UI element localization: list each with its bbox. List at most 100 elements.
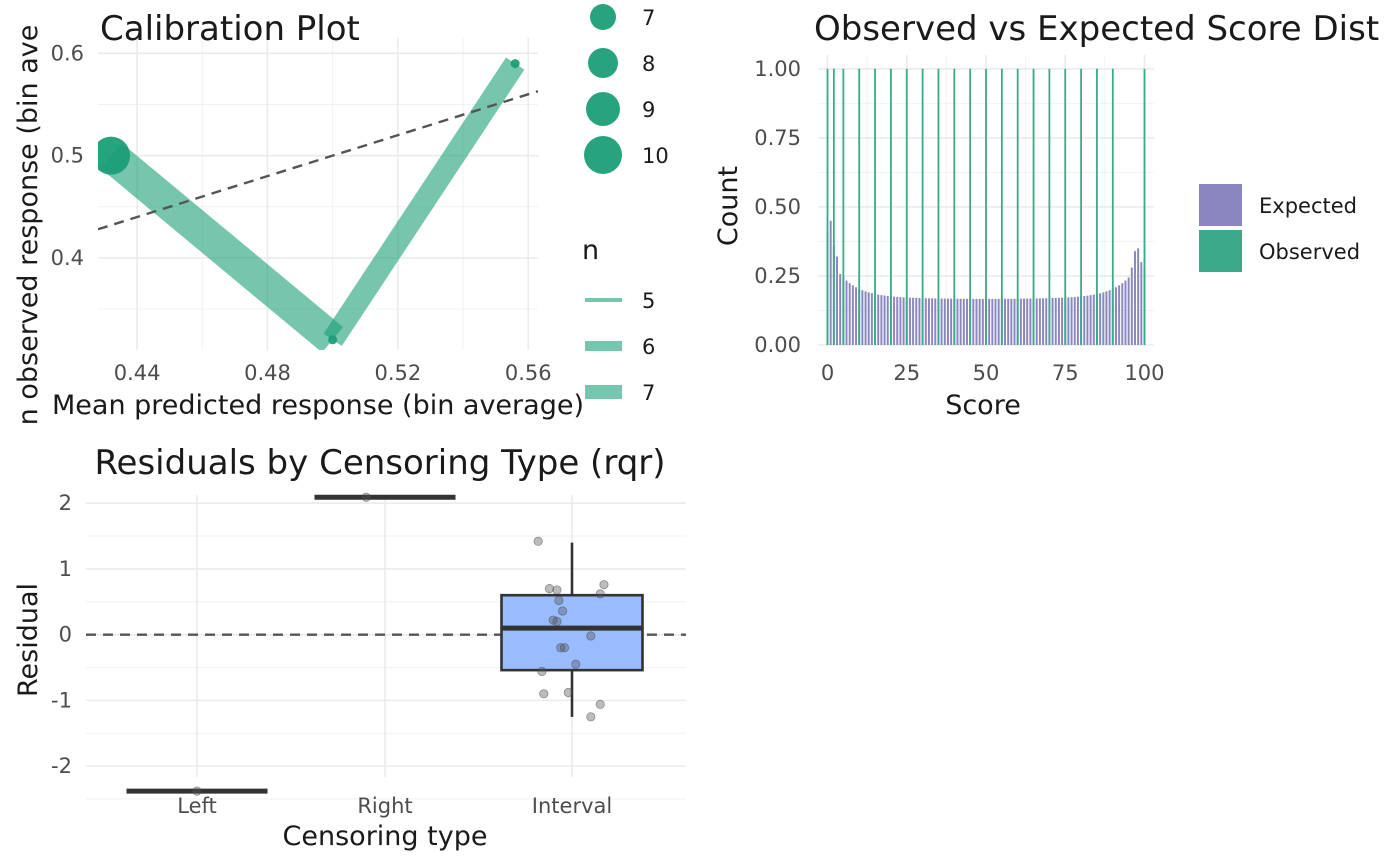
jitter-point — [563, 687, 573, 698]
expected-bar — [1038, 298, 1041, 345]
observed-bar — [905, 68, 908, 346]
expected-bar — [1019, 298, 1022, 345]
expected-bar — [839, 273, 842, 345]
expected-bar — [988, 298, 991, 345]
observed-bar — [1000, 68, 1003, 346]
y-tick-label: 0.5 — [51, 144, 84, 168]
width-legend-label: 6 — [642, 335, 655, 359]
expected-bar — [924, 298, 927, 345]
expected-bar — [1102, 292, 1105, 345]
expected-bar — [943, 298, 946, 345]
expected-bar — [981, 298, 984, 345]
observed-bar — [832, 68, 835, 346]
expected-bar — [893, 296, 896, 345]
expected-bar — [855, 287, 858, 345]
observed-bar — [842, 68, 845, 346]
expected-bar — [851, 285, 854, 345]
residuals-title: Residuals by Censoring Type (rqr) — [94, 443, 665, 483]
calibration-y-ticks: 0.4 0.5 0.6 — [51, 41, 84, 270]
x-tick-label: 0.52 — [374, 361, 421, 385]
residual-boxplots — [126, 494, 644, 794]
expected-bar — [950, 298, 953, 345]
expected-bar — [1035, 298, 1038, 345]
score-x-ticks: 0 25 50 75 100 — [821, 361, 1165, 385]
x-tick-label: 0.56 — [505, 361, 552, 385]
expected-bar — [1099, 293, 1102, 345]
observed-bar — [1080, 68, 1082, 346]
observed-bar — [1064, 68, 1067, 346]
y-tick-label: 0.00 — [754, 333, 801, 357]
expected-bar — [1013, 298, 1016, 345]
jitter-point — [361, 492, 371, 502]
size-legend-label: 10 — [642, 144, 669, 168]
x-tick-label: 0.48 — [244, 361, 291, 385]
expected-bar — [1010, 298, 1013, 345]
legend-label-expected: Expected — [1259, 194, 1357, 218]
jitter-point — [571, 659, 581, 669]
y-tick-label: 0.50 — [754, 195, 801, 219]
score-distribution-panel: 0 25 50 75 100 0.00 0.25 0.50 0.75 1.00 Observed… — [713, 9, 1379, 421]
score-legend: Expected Observed — [1199, 184, 1360, 272]
calibration-x-ticks: 0.44 0.48 0.52 0.56 — [114, 361, 552, 385]
expected-bar — [1029, 298, 1032, 345]
size-legend-key — [584, 136, 622, 174]
expected-bar — [1004, 298, 1007, 345]
x-tick-label: 0 — [821, 361, 834, 385]
calibration-point — [510, 59, 520, 69]
expected-bar — [1026, 298, 1029, 345]
expected-bar — [978, 298, 981, 345]
expected-bar — [1118, 285, 1121, 345]
x-tick-label: Right — [357, 794, 412, 818]
expected-bar — [867, 292, 870, 345]
expected-bar — [946, 298, 949, 345]
jitter-point — [595, 589, 605, 599]
expected-bar — [997, 298, 1000, 345]
expected-bar — [1133, 251, 1136, 345]
jitter-point — [537, 666, 547, 677]
expected-bar — [1073, 296, 1076, 345]
expected-bar — [956, 298, 959, 345]
x-tick-label: 75 — [1052, 361, 1079, 385]
expected-bar — [915, 297, 918, 345]
calibration-plot-panel: 0.44 0.48 0.52 0.56 0.4 0.5 0.6 Calibration P… — [13, 4, 669, 425]
size-legend-key — [586, 92, 620, 126]
expected-bar — [975, 298, 978, 345]
jitter-point — [533, 536, 543, 546]
jitter-point — [554, 595, 564, 606]
residuals-panel: Left Right Interval -2 -1 0 1 2 Residuals by C… — [13, 443, 686, 852]
jitter-point — [552, 585, 562, 595]
expected-bar — [1083, 296, 1086, 345]
observed-bar — [937, 68, 940, 346]
residuals-x-axis-title: Censoring type — [283, 821, 488, 852]
expected-bar — [1127, 277, 1130, 345]
legend-swatch-observed — [1199, 230, 1242, 272]
y-tick-label: 0.75 — [754, 126, 801, 150]
expected-bar — [1121, 283, 1124, 345]
expected-bar — [927, 298, 930, 345]
jitter-point — [595, 699, 605, 709]
calibration-width-legend: 5 6 7 — [585, 289, 655, 405]
residuals-y-axis-title: Residual — [13, 583, 44, 697]
expected-bar — [861, 290, 864, 345]
size-legend-key — [590, 4, 616, 30]
expected-bar — [1130, 267, 1133, 345]
expected-bar — [1108, 290, 1111, 345]
expected-bar — [934, 298, 937, 345]
y-tick-label: 2 — [59, 491, 72, 515]
observed-bars — [826, 68, 1146, 346]
calibration-size-legend: 7 8 9 10 — [584, 4, 669, 174]
y-tick-label: 1 — [59, 557, 72, 581]
expected-bar — [829, 220, 832, 345]
score-y-axis-title: Count — [713, 166, 744, 246]
jitter-point — [559, 643, 570, 653]
expected-bar — [1105, 291, 1108, 345]
expected-bar — [908, 297, 911, 345]
expected-bar — [918, 298, 921, 345]
expected-bar — [1051, 298, 1054, 345]
y-tick-label: 0 — [59, 623, 72, 647]
observed-bar — [1032, 68, 1035, 346]
y-tick-label: 0.25 — [754, 264, 801, 288]
jitter-point — [599, 580, 609, 590]
jitter-point — [557, 606, 568, 616]
residual-jitter-points — [192, 492, 609, 796]
